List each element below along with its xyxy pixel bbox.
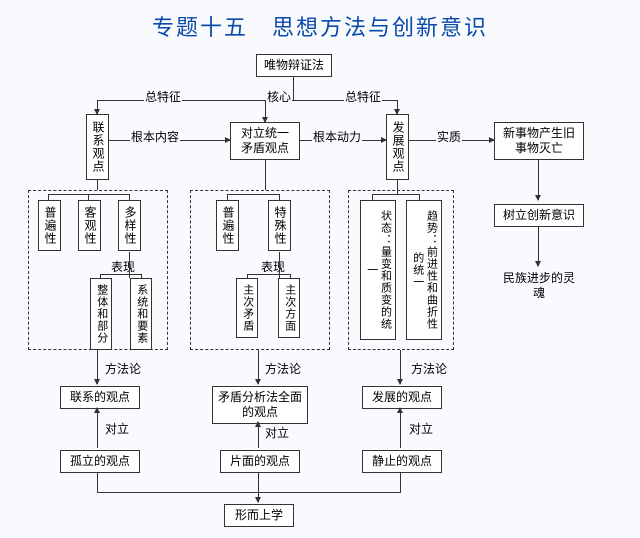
node-maodun-fangfa: 矛盾分析法全面的观点 bbox=[212, 386, 308, 424]
node-kexing: 客观性 bbox=[78, 200, 101, 251]
node-xinshiwu: 新事物产生旧事物灭亡 bbox=[494, 122, 584, 160]
label-fangfalun1: 方法论 bbox=[104, 360, 142, 377]
node-maodun: 对立统一矛盾观点 bbox=[230, 122, 300, 160]
label-biaoxian1: 表现 bbox=[110, 258, 136, 275]
node-lianxi: 联系观点 bbox=[86, 114, 109, 180]
node-zhuci-maodun: 主次矛盾 bbox=[236, 278, 258, 338]
node-jingzhi: 静止的观点 bbox=[362, 450, 442, 473]
label-biaoxian2: 表现 bbox=[260, 258, 286, 275]
node-puxing1: 普遍性 bbox=[38, 200, 61, 251]
label-shizhi: 实质 bbox=[436, 128, 462, 145]
node-pianmian: 片面的观点 bbox=[220, 450, 300, 473]
page-title: 专题十五 思想方法与创新意识 bbox=[0, 10, 640, 42]
label-genbendongli: 根本动力 bbox=[312, 128, 362, 145]
node-fazhan-fangfa: 发展的观点 bbox=[362, 386, 442, 409]
label-fangfalun2: 方法论 bbox=[264, 360, 302, 377]
node-lianxi-fangfa: 联系的观点 bbox=[60, 386, 140, 409]
label-duili2: 对立 bbox=[264, 424, 290, 441]
node-guli: 孤立的观点 bbox=[60, 450, 140, 473]
label-hexin: 核心 bbox=[266, 88, 292, 105]
label-fangfalun3: 方法论 bbox=[410, 360, 448, 377]
node-zhuangtai: 状态：量变和质变的统一 bbox=[360, 200, 396, 340]
node-zhuci-fangmian: 主次方面 bbox=[278, 278, 300, 338]
node-minzu: 民族进步的灵魂 bbox=[494, 268, 584, 304]
node-fazhan: 发展观点 bbox=[386, 114, 409, 180]
node-zhengti: 整体和部分 bbox=[90, 278, 112, 350]
node-root: 唯物辩证法 bbox=[256, 54, 332, 77]
node-shuli: 树立创新意识 bbox=[494, 204, 584, 227]
node-qushi: 趋势：前进性和曲折性的统一 bbox=[406, 200, 442, 340]
node-puxing2: 普遍性 bbox=[216, 200, 239, 251]
node-duoyang: 多样性 bbox=[118, 200, 141, 251]
node-xingershang: 形而上学 bbox=[224, 504, 294, 527]
label-duili3: 对立 bbox=[408, 420, 434, 437]
label-zongtezhen-l: 总特征 bbox=[144, 88, 182, 105]
label-genbenneirong: 根本内容 bbox=[130, 128, 180, 145]
node-teshuxing: 特殊性 bbox=[268, 200, 291, 251]
node-xitong: 系统和要素 bbox=[130, 278, 152, 350]
label-duili1: 对立 bbox=[104, 420, 130, 437]
label-zongtezhen-r: 总特征 bbox=[344, 88, 382, 105]
